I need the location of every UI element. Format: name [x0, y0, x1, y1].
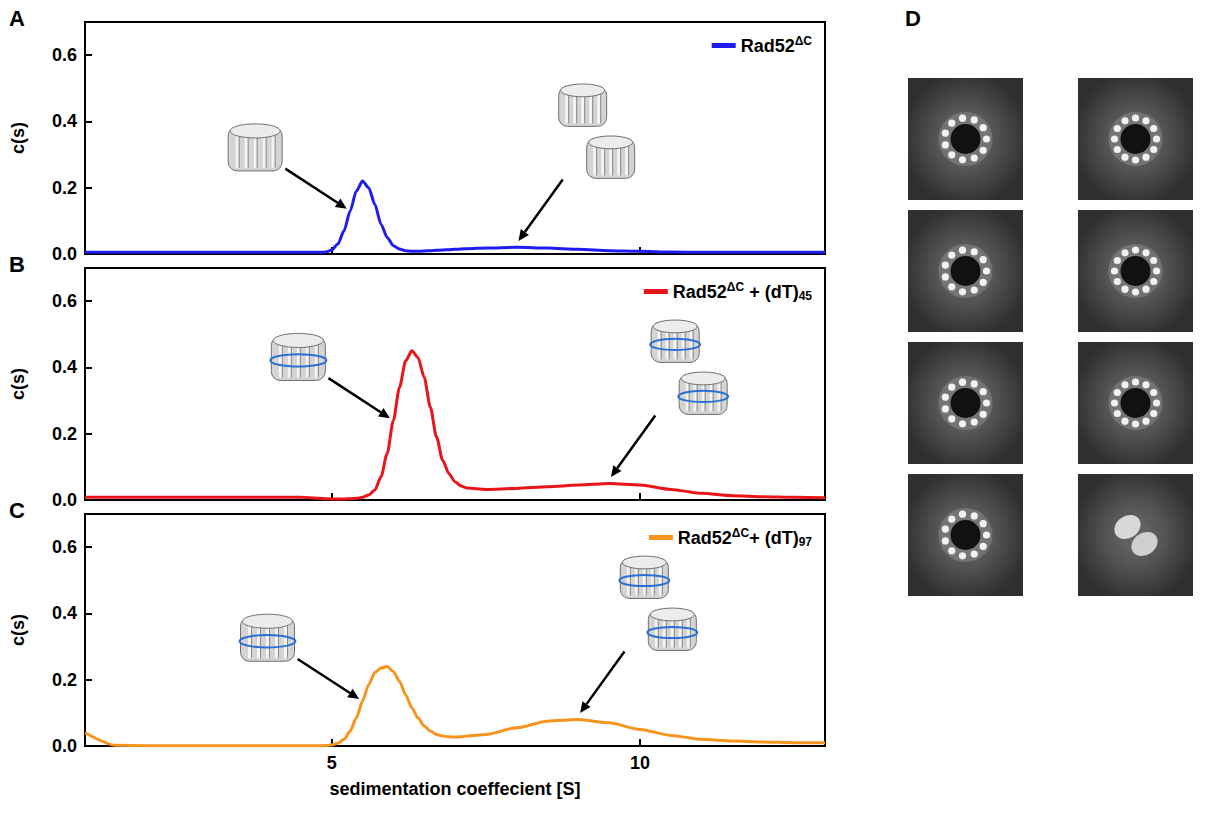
svg-text:0.4: 0.4: [52, 357, 77, 377]
svg-text:0.6: 0.6: [52, 537, 77, 557]
svg-text:sedimentation coeffecient [S]: sedimentation coeffecient [S]: [329, 779, 580, 799]
svg-text:Rad52: Rad52: [678, 528, 732, 548]
svg-text:ΔC: ΔC: [732, 526, 750, 540]
svg-text:0.0: 0.0: [52, 490, 77, 510]
svg-text:ΔC: ΔC: [727, 280, 745, 294]
svg-text:+ (dT): + (dT): [749, 528, 799, 548]
svg-text:c(s): c(s): [8, 368, 28, 400]
svg-text:B: B: [9, 252, 25, 277]
svg-text:97: 97: [799, 535, 813, 549]
svg-text:0.2: 0.2: [52, 424, 77, 444]
svg-text:5: 5: [327, 753, 337, 773]
svg-text:A: A: [9, 6, 25, 31]
svg-text:c(s): c(s): [8, 614, 28, 646]
svg-text:c(s): c(s): [8, 122, 28, 154]
svg-text:0.0: 0.0: [52, 736, 77, 756]
svg-text:Rad52: Rad52: [673, 282, 727, 302]
svg-text:+ (dT): + (dT): [744, 282, 799, 302]
svg-text:0.4: 0.4: [52, 111, 77, 131]
svg-text:0.0: 0.0: [52, 244, 77, 264]
svg-text:C: C: [9, 498, 25, 523]
svg-text:0.6: 0.6: [52, 291, 77, 311]
svg-text:0.4: 0.4: [52, 603, 77, 623]
svg-text:ΔC: ΔC: [795, 34, 813, 48]
svg-text:0.2: 0.2: [52, 178, 77, 198]
svg-text:45: 45: [799, 289, 813, 303]
html-text:D: D: [905, 6, 921, 31]
svg-text:0.6: 0.6: [52, 45, 77, 65]
svg-text:10: 10: [630, 753, 650, 773]
svg-text:Rad52: Rad52: [741, 36, 795, 56]
svg-text:0.2: 0.2: [52, 670, 77, 690]
